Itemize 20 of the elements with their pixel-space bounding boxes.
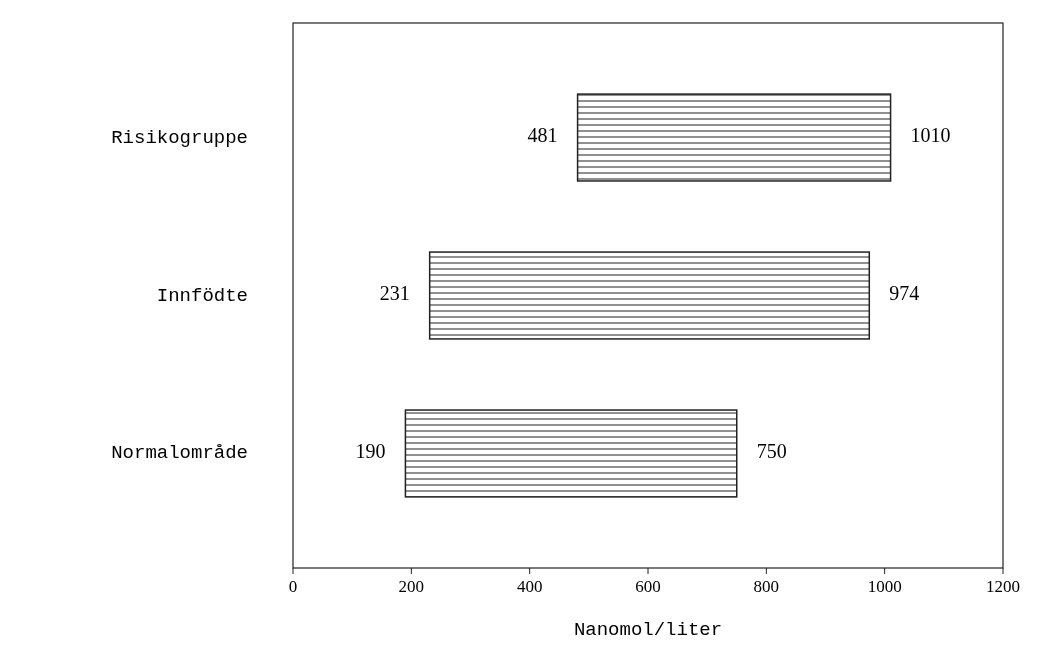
- x-tick-label: 0: [288, 577, 298, 596]
- annotation: 974: [889, 282, 920, 305]
- bar: [576, 93, 892, 182]
- x-tick-label: 200: [398, 577, 425, 596]
- x-tick-label: 600: [635, 577, 661, 596]
- x-tick-label: 1000: [867, 577, 902, 596]
- x-tick-label: 1200: [986, 577, 1020, 596]
- y-tick-label: Innfödte: [156, 284, 248, 307]
- annotation: 750: [756, 440, 787, 463]
- y-tick-label: Normalområde: [111, 442, 248, 465]
- bar: [428, 251, 871, 340]
- x-axis-title: Nanomol/liter: [573, 619, 723, 641]
- y-tick-label: Risikogruppe: [111, 126, 248, 149]
- x-tick-label: 800: [753, 577, 780, 596]
- x-tick-label: 400: [516, 577, 543, 596]
- annotation: 231: [379, 282, 410, 305]
- bar: [404, 409, 738, 498]
- annotation: 1010: [910, 124, 951, 147]
- annotation: 190: [355, 440, 386, 463]
- annotation: 481: [527, 124, 558, 147]
